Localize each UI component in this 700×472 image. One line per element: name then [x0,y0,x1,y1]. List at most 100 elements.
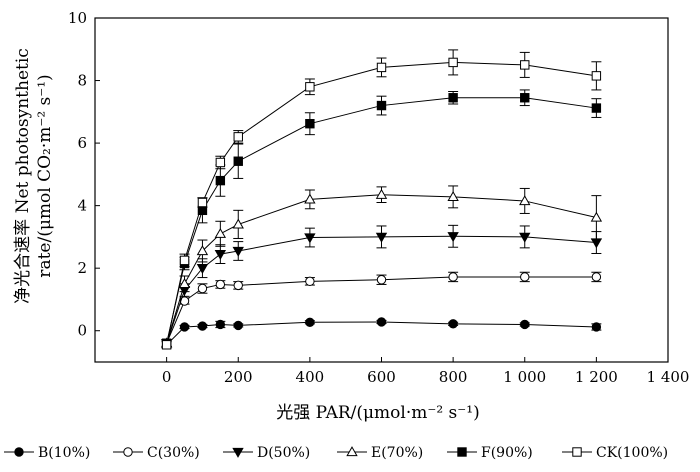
data-point [233,132,243,142]
series-e70 [160,185,603,348]
data-point [179,255,190,266]
data-point [197,283,208,294]
series-d50 [160,224,603,350]
series-layer [160,49,603,350]
y-axis-title-line2: rate/(μmol CO₂·m⁻² s⁻¹) [35,74,55,277]
x-tick-label: 1 400 [647,368,690,386]
data-point [591,103,602,113]
data-point [376,62,387,73]
x-tick-label: 800 [439,368,468,386]
data-point [520,272,530,282]
data-point [346,446,358,457]
series-line [166,61,597,345]
x-tick-label: 1 200 [575,368,618,386]
data-point [376,100,387,111]
data-point [305,317,315,327]
x-tick-label: 200 [224,368,253,386]
data-point [215,157,226,168]
legend-item: E(70%) [337,445,423,461]
data-point [215,279,226,290]
data-point [305,119,315,129]
data-point [590,238,603,249]
data-point [572,447,582,457]
data-point [196,245,209,256]
x-tick-label: 0 [162,368,172,386]
legend-label: F(90%) [481,445,533,461]
data-point [304,193,316,204]
data-point [232,246,244,257]
data-point [376,275,387,285]
data-point [233,156,243,166]
data-point [233,280,243,291]
legend-item: B(10%) [4,445,90,461]
data-point [305,82,315,92]
data-point [304,233,316,244]
legend-label: CK(100%) [596,445,668,461]
series-f90 [161,89,602,348]
legend-label: D(50%) [257,445,310,461]
data-point [123,447,133,457]
data-point [161,340,172,350]
series-line [166,321,597,346]
series-line [166,235,597,344]
data-point [14,447,24,457]
data-point [448,319,458,329]
axes: 0 200 400 600 800 1 000 1 200 1 400 0 2 4 6 8 10 [68,9,690,386]
y-tick-label: 2 [77,259,87,277]
y-tick-label: 8 [77,72,87,90]
data-point [197,321,208,331]
data-point [376,317,387,327]
x-tick-label: 400 [296,368,325,386]
x-axis-title: 光强 PAR/(μmol·m⁻² s⁻¹) [276,403,479,423]
y-tick-label: 6 [77,134,87,152]
x-tick-label: 600 [367,368,396,386]
y-tick-label: 4 [77,197,87,215]
data-point [375,232,388,243]
legend-item: CK(100%) [562,445,668,461]
legend-item: C(30%) [113,445,200,461]
series-c30 [161,271,602,348]
data-point [520,93,530,103]
series-line [166,194,597,344]
y-axis-title-line1: 净光合速率 Net photosynthetic [13,48,33,304]
data-point [214,227,227,238]
series-b10 [161,317,602,350]
legend: B(10%) C(30%) D(50%) E(70%) F(90%) CK(100%) [4,445,668,461]
data-point [448,93,458,103]
data-point [178,277,191,288]
legend-label: E(70%) [371,445,423,461]
data-point [215,175,226,186]
data-point [305,276,315,287]
series-ck100 [161,49,602,350]
data-point [197,197,208,208]
data-point [519,195,531,206]
legend-item: F(90%) [447,445,533,461]
data-point [457,447,467,457]
data-point [519,232,531,243]
data-point [232,447,244,458]
data-point [447,191,459,202]
legend-label: C(30%) [147,445,200,461]
legend-label: B(10%) [38,445,90,461]
data-point [448,272,458,282]
data-point [214,249,227,260]
data-point [591,322,602,332]
series-line [166,97,597,344]
data-point [215,319,226,330]
data-point [179,322,190,332]
data-point [520,60,530,70]
data-point [448,57,458,68]
data-point [375,188,388,199]
x-tick-label: 1 000 [503,368,546,386]
data-point [520,319,530,330]
data-point [591,71,602,81]
data-point [233,320,243,331]
y-tick-label: 10 [68,9,87,27]
series-line [166,276,597,344]
data-point [590,211,603,222]
data-point [591,272,602,282]
data-point [447,232,459,243]
data-point [232,218,244,229]
legend-item: D(50%) [223,445,310,461]
